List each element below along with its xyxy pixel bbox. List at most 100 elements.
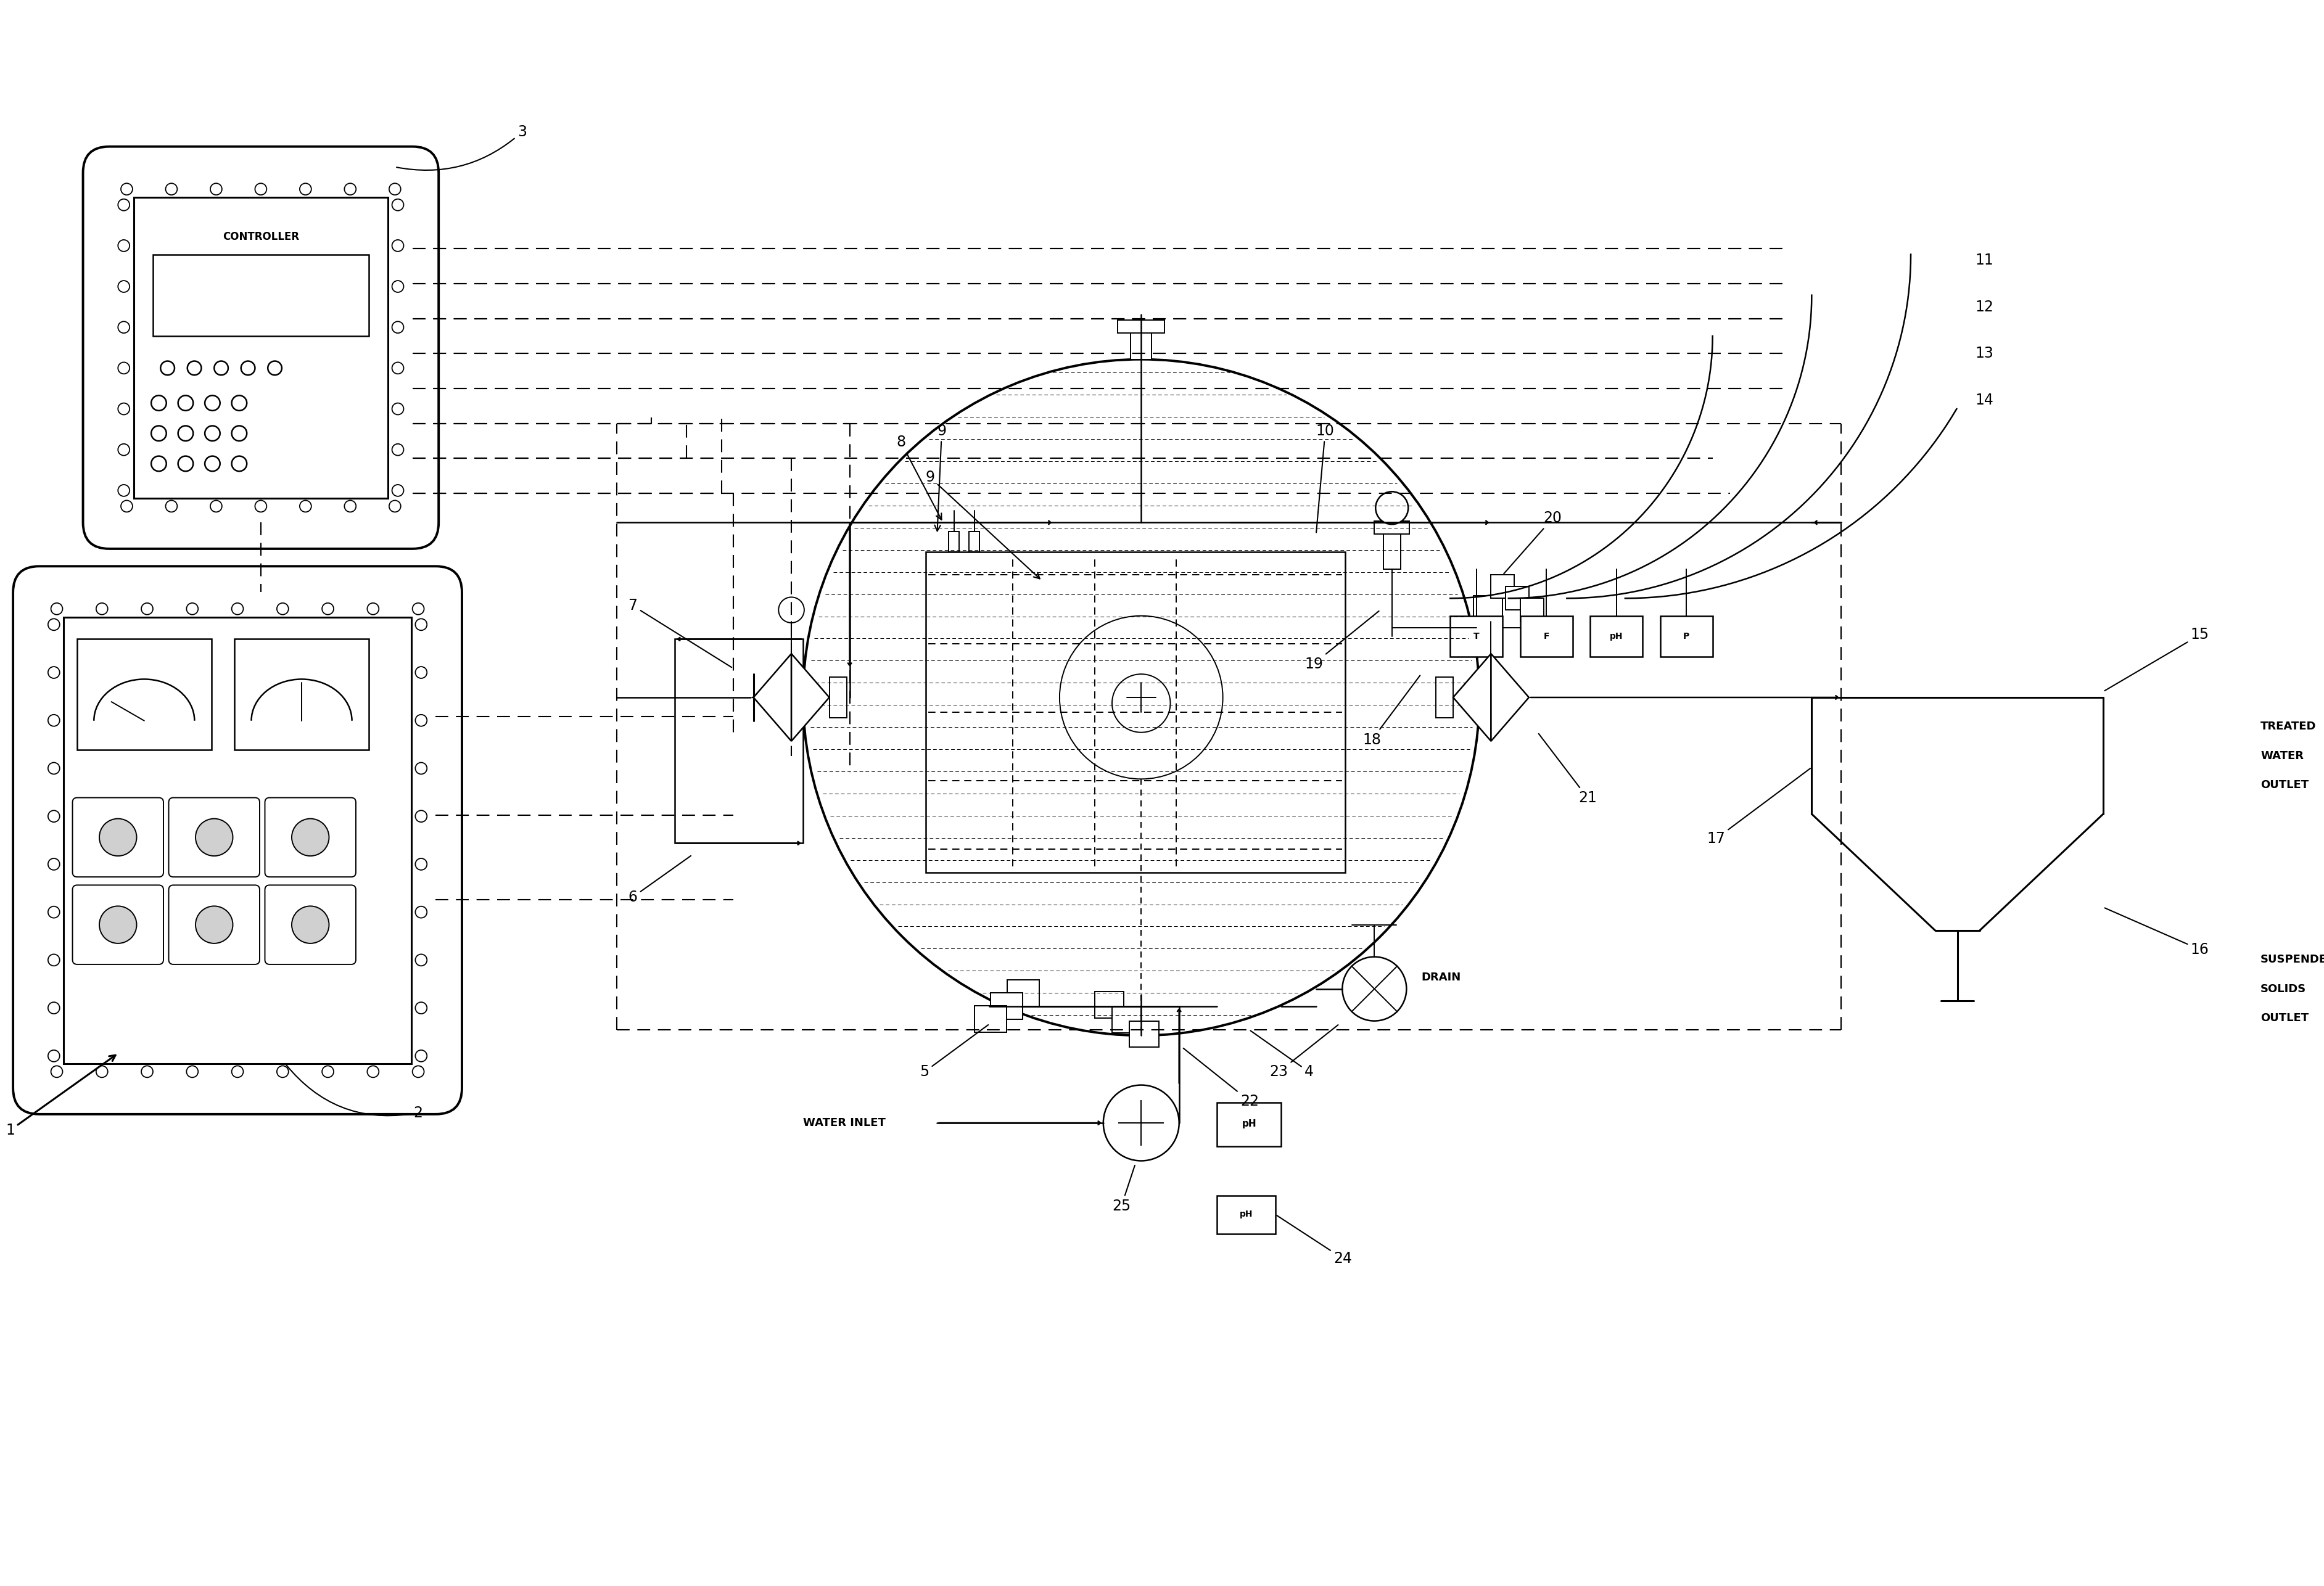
Circle shape: [49, 619, 60, 630]
Circle shape: [1376, 492, 1408, 525]
Bar: [1590, 615, 1643, 657]
Polygon shape: [1492, 653, 1529, 741]
Text: pH: pH: [1239, 1210, 1253, 1218]
Circle shape: [121, 184, 132, 195]
Circle shape: [416, 763, 428, 774]
Circle shape: [804, 360, 1480, 1036]
Circle shape: [323, 603, 335, 615]
Circle shape: [214, 362, 228, 374]
Bar: [990, 993, 1023, 1020]
Bar: [1132, 327, 1153, 360]
Text: 17: 17: [1706, 768, 1810, 847]
Circle shape: [1478, 598, 1504, 623]
Circle shape: [165, 184, 177, 195]
Text: 9: 9: [925, 469, 1039, 579]
Text: 7: 7: [627, 598, 732, 668]
Bar: [1373, 522, 1408, 534]
Circle shape: [416, 955, 428, 966]
Circle shape: [256, 184, 267, 195]
FancyBboxPatch shape: [84, 146, 439, 549]
Circle shape: [49, 666, 60, 679]
FancyBboxPatch shape: [14, 566, 462, 1115]
Text: SUSPENDED: SUSPENDED: [2261, 955, 2324, 966]
Text: 18: 18: [1362, 676, 1420, 747]
Circle shape: [142, 1066, 153, 1077]
Circle shape: [411, 1066, 423, 1077]
Circle shape: [165, 500, 177, 512]
Circle shape: [205, 425, 221, 441]
Text: 11: 11: [1975, 252, 1994, 268]
Bar: [1450, 615, 1504, 657]
Circle shape: [49, 955, 60, 966]
Circle shape: [267, 362, 281, 374]
Circle shape: [232, 1066, 244, 1077]
Circle shape: [179, 457, 193, 471]
Circle shape: [416, 619, 428, 630]
Text: 24: 24: [1276, 1215, 1353, 1266]
Text: P: P: [1683, 631, 1690, 641]
Text: 10: 10: [1315, 423, 1334, 533]
Text: F: F: [1543, 631, 1550, 641]
Bar: [674, 639, 804, 844]
Circle shape: [416, 1002, 428, 1013]
Circle shape: [277, 1066, 288, 1077]
FancyBboxPatch shape: [265, 798, 356, 877]
Bar: [1520, 615, 1573, 657]
Circle shape: [49, 906, 60, 918]
Circle shape: [232, 603, 244, 615]
Circle shape: [393, 198, 404, 211]
Text: 4: 4: [1250, 1031, 1313, 1080]
Bar: [1383, 528, 1401, 569]
Bar: [1504, 593, 1522, 628]
Circle shape: [293, 906, 330, 944]
Circle shape: [49, 763, 60, 774]
Circle shape: [416, 810, 428, 822]
Text: DRAIN: DRAIN: [1420, 972, 1462, 983]
Text: WATER: WATER: [2261, 750, 2303, 761]
Circle shape: [393, 403, 404, 414]
Circle shape: [344, 500, 356, 512]
Circle shape: [367, 603, 379, 615]
Circle shape: [186, 1066, 198, 1077]
Circle shape: [119, 362, 130, 374]
Circle shape: [416, 1050, 428, 1061]
Circle shape: [119, 239, 130, 252]
Circle shape: [1104, 1085, 1178, 1161]
Circle shape: [416, 906, 428, 918]
Bar: [63, 617, 411, 1064]
Bar: [1492, 576, 1515, 598]
Circle shape: [293, 818, 330, 856]
Text: 12: 12: [1975, 300, 1994, 314]
Text: 8: 8: [897, 435, 941, 520]
Circle shape: [100, 818, 137, 856]
Circle shape: [411, 603, 423, 615]
Bar: [1129, 1021, 1160, 1047]
Circle shape: [209, 184, 223, 195]
Circle shape: [416, 858, 428, 871]
Bar: [1118, 320, 1164, 333]
Circle shape: [323, 1066, 335, 1077]
Circle shape: [393, 362, 404, 374]
Circle shape: [393, 444, 404, 455]
Circle shape: [49, 1050, 60, 1061]
Circle shape: [49, 715, 60, 726]
FancyBboxPatch shape: [265, 885, 356, 964]
Text: SOLIDS: SOLIDS: [2261, 983, 2305, 994]
Circle shape: [95, 1066, 107, 1077]
Text: T: T: [1473, 631, 1480, 641]
Circle shape: [195, 906, 232, 944]
Text: 19: 19: [1304, 611, 1378, 671]
Circle shape: [388, 500, 400, 512]
Bar: [135, 197, 388, 498]
Bar: [1218, 1196, 1276, 1234]
Text: 6: 6: [627, 856, 690, 904]
Text: 14: 14: [1975, 393, 1994, 408]
Polygon shape: [792, 653, 830, 741]
Circle shape: [344, 184, 356, 195]
Text: 2: 2: [286, 1064, 423, 1120]
Circle shape: [256, 500, 267, 512]
Text: 25: 25: [1113, 1166, 1134, 1213]
Circle shape: [367, 1066, 379, 1077]
FancyBboxPatch shape: [72, 885, 163, 964]
Polygon shape: [1452, 653, 1492, 741]
